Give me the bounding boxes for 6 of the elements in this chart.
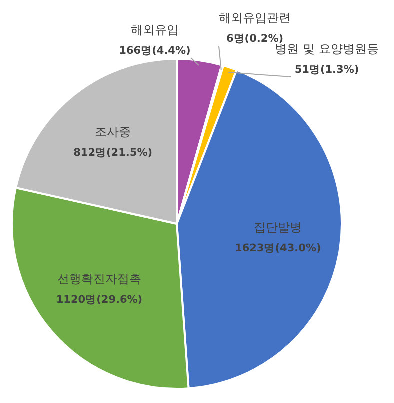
slice-label: 병원 및 요양병원등: [275, 42, 379, 56]
slice-label: 해외유입: [131, 23, 179, 37]
data-label: 166명(4.4%): [119, 45, 191, 57]
slice-label: 해외유입관련: [219, 11, 291, 25]
data-label: 51명(1.3%): [294, 64, 360, 76]
data-label: 6명(0.2%): [226, 33, 284, 45]
